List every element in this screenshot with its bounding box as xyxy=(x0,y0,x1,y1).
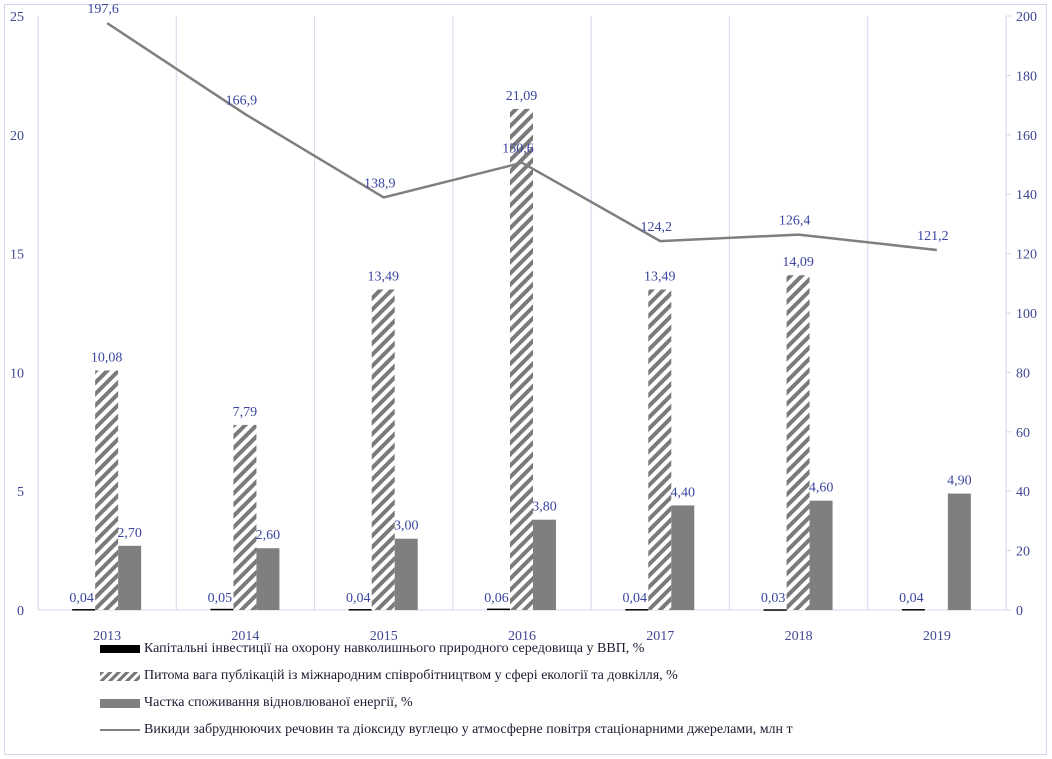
y-right-tick-label: 140 xyxy=(1016,188,1037,203)
data-label-renewable: 4,40 xyxy=(671,485,696,500)
legend-swatch-black xyxy=(100,645,140,653)
chart-frame xyxy=(4,4,1047,755)
bar-publications xyxy=(648,289,672,610)
bar-publications xyxy=(371,289,395,610)
legend-swatch-hatched xyxy=(100,671,140,681)
data-label-investments: 0,04 xyxy=(69,591,94,606)
line-series xyxy=(106,22,937,252)
bar-publications xyxy=(233,424,257,610)
y-left-tick-label: 5 xyxy=(17,485,24,500)
x-tick-label: 2013 xyxy=(93,629,121,644)
data-label-emissions: 121,2 xyxy=(917,229,949,244)
data-label-renewable: 3,80 xyxy=(532,500,557,515)
data-label-publications: 21,09 xyxy=(506,89,538,104)
data-label-investments: 0,04 xyxy=(623,591,648,606)
bar-renewable xyxy=(947,493,971,610)
bar-investments xyxy=(901,609,925,611)
data-label-emissions: 124,2 xyxy=(641,220,673,235)
y-right-tick-label: 40 xyxy=(1016,485,1030,500)
x-tick-label: 2016 xyxy=(508,629,536,644)
bar-renewable xyxy=(256,548,280,610)
x-tick-label: 2019 xyxy=(923,629,951,644)
data-label-publications: 13,49 xyxy=(367,269,399,284)
bar-renewable xyxy=(533,519,556,610)
y-right-tick-label: 120 xyxy=(1016,248,1037,263)
bar-publications xyxy=(786,275,810,610)
legend-label-renewable: Частка споживання відновлюваної енергії,… xyxy=(144,695,413,710)
x-tick-label: 2017 xyxy=(646,629,674,644)
legend-item-publications: Питома вага публікацій із міжнародним сп… xyxy=(100,667,678,685)
legend-label-publications: Питома вага публікацій із міжнародним сп… xyxy=(144,668,678,683)
data-label-publications: 14,09 xyxy=(782,255,814,270)
y-right-tick-label: 60 xyxy=(1016,426,1030,441)
data-label-emissions: 138,9 xyxy=(364,176,396,191)
data-label-emissions: 150,6 xyxy=(502,142,534,157)
data-label-investments: 0,04 xyxy=(346,591,371,606)
data-label-emissions: 166,9 xyxy=(226,93,258,108)
data-label-renewable: 2,70 xyxy=(117,526,142,541)
bar-renewable xyxy=(809,500,833,610)
x-tick-label: 2018 xyxy=(785,629,813,644)
y-left-tick-label: 25 xyxy=(10,10,24,25)
bar-investments xyxy=(72,609,96,611)
data-label-publications: 7,79 xyxy=(233,405,258,420)
legend-item-renewable: Частка споживання відновлюваної енергії,… xyxy=(100,694,413,712)
bar-publications xyxy=(510,108,533,610)
line-emissions xyxy=(106,22,937,252)
data-label-emissions: 197,6 xyxy=(87,2,119,17)
y-right-tick-label: 80 xyxy=(1016,366,1030,381)
x-tick-label: 2014 xyxy=(231,629,259,644)
bar-renewable xyxy=(671,505,695,610)
data-label-investments: 0,03 xyxy=(761,591,786,606)
data-label-publications: 10,08 xyxy=(91,350,123,365)
data-label-renewable: 4,60 xyxy=(809,481,834,496)
bar-investments xyxy=(487,608,510,611)
bar-investments xyxy=(348,609,372,611)
y-right-tick-label: 180 xyxy=(1016,69,1037,84)
bars xyxy=(72,108,971,611)
legend-item-investments: Капітальні інвестиції на охорону навколи… xyxy=(100,640,644,658)
y-left-tick-label: 15 xyxy=(10,248,24,263)
y-right-tick-label: 160 xyxy=(1016,129,1037,144)
legend-item-emissions: Викиди забруднюючих речовин та діоксиду … xyxy=(100,721,793,739)
y-right-tick-label: 20 xyxy=(1016,545,1030,560)
bar-publications xyxy=(95,370,119,610)
y-left-tick-label: 10 xyxy=(10,366,24,381)
data-label-renewable: 2,60 xyxy=(256,528,281,543)
y-left-tick-label: 20 xyxy=(10,129,24,144)
data-label-emissions: 126,4 xyxy=(779,214,811,229)
data-label-renewable: 3,00 xyxy=(394,519,419,534)
bar-investments xyxy=(210,608,234,611)
data-label-investments: 0,05 xyxy=(208,591,233,606)
bar-investments xyxy=(763,609,787,611)
x-tick-label: 2015 xyxy=(370,629,398,644)
data-labels: 0,04 0,05 0,04 0,06 0,04 0,03 0,04 10,08 7,79 13,… xyxy=(69,2,971,606)
y-right-tick-label: 100 xyxy=(1016,307,1037,322)
y-left-tick-label: 0 xyxy=(17,604,24,619)
legend-swatch-line xyxy=(100,729,140,731)
axes: 0 5 10 15 20 25 0 20 40 60 80 100 120 140 160 180 200 201… xyxy=(10,10,1037,644)
y-right-tick-label: 200 xyxy=(1016,10,1037,25)
legend-swatch-gray xyxy=(100,698,140,708)
y-right-tick-label: 0 xyxy=(1016,604,1023,619)
bar-renewable xyxy=(118,545,142,610)
data-label-renewable: 4,90 xyxy=(947,474,972,489)
legend-label-emissions: Викиди забруднюючих речовин та діоксиду … xyxy=(144,722,793,737)
bar-renewable xyxy=(394,538,418,610)
data-label-investments: 0,06 xyxy=(484,591,509,606)
data-label-investments: 0,04 xyxy=(899,591,924,606)
data-label-publications: 13,49 xyxy=(644,269,676,284)
bar-investments xyxy=(625,609,649,611)
legend-label-investments: Капітальні інвестиції на охорону навколи… xyxy=(144,641,645,656)
